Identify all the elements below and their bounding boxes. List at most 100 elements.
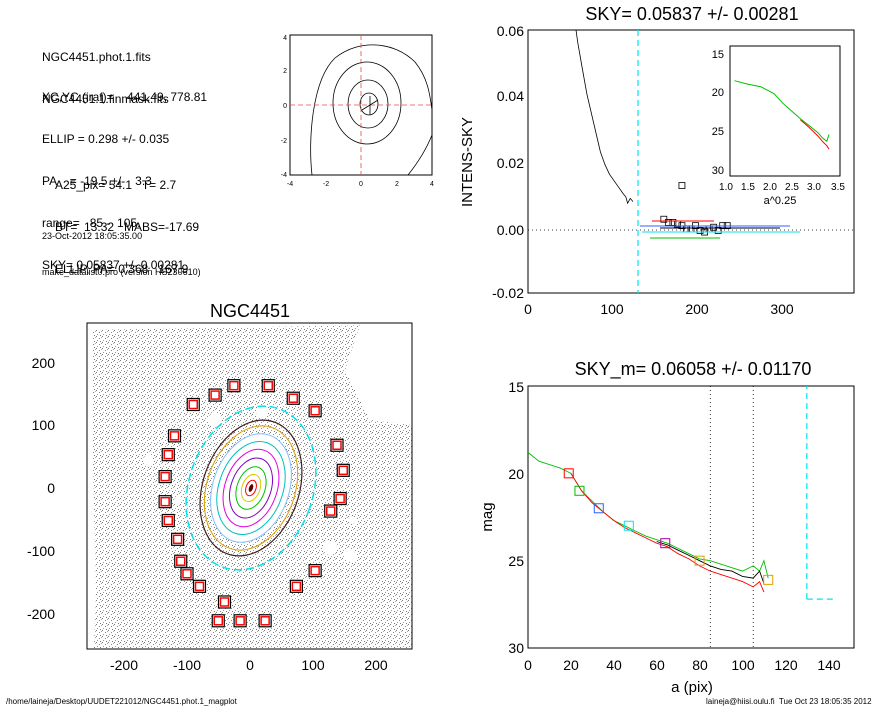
sky-box [332,440,342,450]
sky-box-outline [180,567,194,581]
isophote-cyan-inner [216,441,286,535]
sky-box [169,431,180,441]
sky-box [172,534,183,545]
contour-xtick-labels: -4 -2 0 2 4 [287,181,434,188]
masked-star [344,550,356,562]
galaxy-ytick: -100 [27,543,55,559]
masked-stars [143,406,356,562]
sky-title: SKY= 0.05837 +/- 0.00281 [585,4,798,24]
contour-panel: -4 -2 0 2 4 4 2 0 -2 -4 [281,34,434,188]
inset-ytick: 15 [712,49,724,61]
galaxy-xtick-labels: -200 -100 0 100 200 [110,657,388,673]
mag-xtick: 120 [774,657,798,673]
mag-line-red [570,473,765,593]
masked-star [174,496,182,504]
sky-ring-bars [640,220,800,239]
fit-parameters: XC,YC (iraf)= 441.49, 778.81 ELLIP = 0.2… [42,62,207,286]
sky-profile-line [575,30,634,205]
sky-frame [527,29,855,294]
galaxy-ytick: 200 [32,355,56,371]
mag-ylabel: mag [479,502,496,531]
masked-star [208,413,222,427]
inset-xtick: 2.0 [763,182,777,193]
galaxy-xtick: 0 [246,657,254,673]
mag-marker [623,520,634,531]
contour-ytick: 2 [283,68,287,75]
param-range: range= 85.- 105. [42,216,141,230]
mag-xtick: 20 [563,657,579,673]
inset-xtick-labels: 1.0 1.5 2.0 2.5 3.0 3.5 [719,182,845,193]
sky-data-point [714,227,722,234]
mag-marker [694,555,705,566]
galaxy-panel: NGC4451 [27,301,413,673]
inset-ytick: 20 [712,87,724,99]
sky-box-outline [167,429,182,443]
galaxy-xtick: -200 [110,657,138,673]
sky-box [160,496,170,507]
sky-ytick-labels: 0.06 0.04 0.02 0.00 -0.02 [492,23,524,301]
sky-box [176,556,186,566]
sky-box [213,616,223,626]
footer-user-date: laineja@hiisi.oulu.fi Tue Oct 23 18:05:3… [706,697,872,706]
sky-box [291,581,302,592]
sky-ylabel: INTENS-SKY [459,117,476,207]
footer-path: /home/laineja/Desktop/UUDET221012/NGC445… [6,697,237,706]
sky-box-outline [308,564,322,578]
sky-box [163,449,173,460]
mag-xtick: 40 [606,657,622,673]
sky-box-outline [186,397,200,412]
mag-xtick-labels: 0 20 40 60 80 100 120 140 [524,657,841,673]
file-name-phot: NGC4451.phot.1.fits [42,50,151,64]
sky-ytick: 0.06 [497,23,524,39]
mag-xtick: 140 [817,657,841,673]
param-a25: A25_pix= 54.1 T= 2.7 [55,178,177,192]
sky-box [219,597,230,607]
sky-box [338,465,348,476]
param-ellip: ELLIP = 0.298 +/- 0.035 [42,132,170,146]
mag-xtick: 100 [731,657,755,673]
sky-box [335,493,345,504]
mag-panel: SKY_m= 0.06058 +/- 0.01170 mag a (pix) 0… [479,359,855,696]
mag-xtick: 60 [649,657,665,673]
sky-box [194,581,205,592]
sky-box-outline [333,491,347,506]
sky-box [310,406,320,416]
sky-ytick: 0.02 [497,155,524,171]
contour-xtick: -2 [323,181,329,188]
sky-box [263,380,273,391]
isophote-magenta [222,448,280,528]
galaxy-title: NGC4451 [210,301,290,321]
galaxy-xtick: -100 [173,657,201,673]
inset-xtick: 3.0 [807,182,821,193]
mag-marker [660,538,671,549]
sky-data-point [664,219,672,226]
mag-marker [563,468,574,479]
mag-ytick: 30 [508,640,524,656]
sky-box-outline [258,614,272,628]
param-pa: PA = -19.5 +/- 3.3 [42,174,152,188]
inset-xlabel: a^0.25 [764,195,797,207]
sky-box-outline [171,532,185,546]
masked-star [348,516,356,524]
contour-level-5 [407,134,433,176]
inset-line-red [800,119,830,150]
sky-ytick: 0.04 [497,88,524,104]
sky-box-outline [289,579,303,593]
contour-ytick: 0 [283,103,287,110]
mag-marker [763,574,774,585]
sky-inset: 1.0 1.5 2.0 2.5 3.0 3.5 a^0.25 15 20 25 … [712,45,845,207]
sky-box [229,380,239,391]
sky-data-point [696,227,704,234]
sky-xtick: 100 [600,301,624,317]
sky-box-outline [286,391,300,405]
mag-profile-lines [528,452,769,593]
sky-box-outline [158,495,172,509]
sky-box-outline [211,614,225,628]
isophote-red [245,479,257,497]
contour-center-marker [361,96,379,115]
mag-marker [574,485,585,496]
sky-ytick: -0.02 [492,285,524,301]
param-ellip-pa: ELLIP, PA= 0.368 167.9 [55,262,189,276]
galaxy-ytick: 100 [32,417,56,433]
